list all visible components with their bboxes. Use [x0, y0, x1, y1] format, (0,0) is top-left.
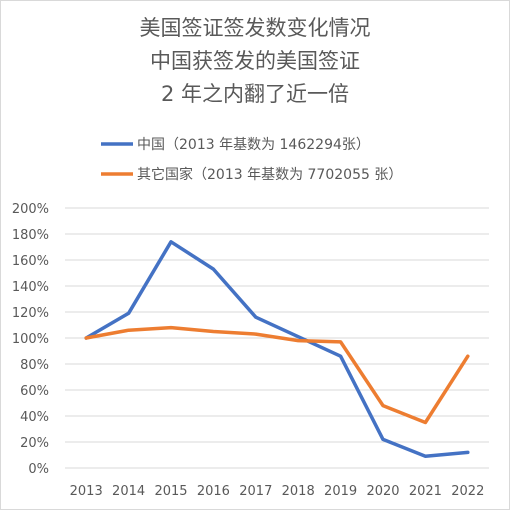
x-tick-label: 2013 — [70, 484, 103, 499]
y-tick-label: 0% — [28, 462, 49, 477]
chart-title-line-1: 美国签证签发数变化情况 — [140, 16, 371, 40]
x-tick-label: 2014 — [112, 484, 145, 499]
legend: 中国（2013 年基数为 1462294张） 其它国家（2013 年基数为 77… — [101, 136, 402, 183]
y-tick-label: 80% — [20, 358, 49, 373]
gridlines — [65, 207, 489, 469]
series-lines — [84, 240, 470, 459]
x-tick-label: 2022 — [451, 484, 484, 499]
y-tick-label: 40% — [20, 410, 49, 425]
y-axis-tick-labels: 0% 20% 40% 60% 80% 100% 120% 140% 160% 180% 200% — [12, 202, 49, 477]
x-tick-label: 2016 — [197, 484, 230, 499]
legend-label-other-countries: 其它国家（2013 年基数为 7702055 张） — [137, 166, 402, 183]
x-axis-tick-labels: 2013 2014 2015 2016 2017 2018 2019 2020 2021 2022 — [70, 484, 485, 499]
x-tick-label: 2018 — [282, 484, 315, 499]
x-tick-label: 2017 — [239, 484, 272, 499]
series-line-other-countries — [84, 325, 470, 425]
y-tick-label: 200% — [12, 202, 49, 217]
chart-title-line-3: 2 年之内翻了近一倍 — [161, 82, 349, 106]
chart-title-line-2: 中国获签发的美国签证 — [150, 49, 360, 73]
y-tick-label: 140% — [12, 280, 49, 295]
y-tick-label: 60% — [20, 384, 49, 399]
x-tick-label: 2015 — [154, 484, 187, 499]
x-tick-label: 2020 — [366, 484, 399, 499]
y-tick-label: 180% — [12, 228, 49, 243]
chart-title: 美国签证签发数变化情况 中国获签发的美国签证 2 年之内翻了近一倍 — [140, 16, 371, 106]
y-tick-label: 120% — [12, 306, 49, 321]
x-tick-label: 2019 — [324, 484, 357, 499]
series-line-china — [84, 240, 470, 459]
x-tick-label: 2021 — [409, 484, 442, 499]
y-tick-label: 100% — [12, 332, 49, 347]
y-tick-label: 160% — [12, 254, 49, 269]
legend-label-china: 中国（2013 年基数为 1462294张） — [137, 136, 370, 153]
y-tick-label: 20% — [20, 436, 49, 451]
